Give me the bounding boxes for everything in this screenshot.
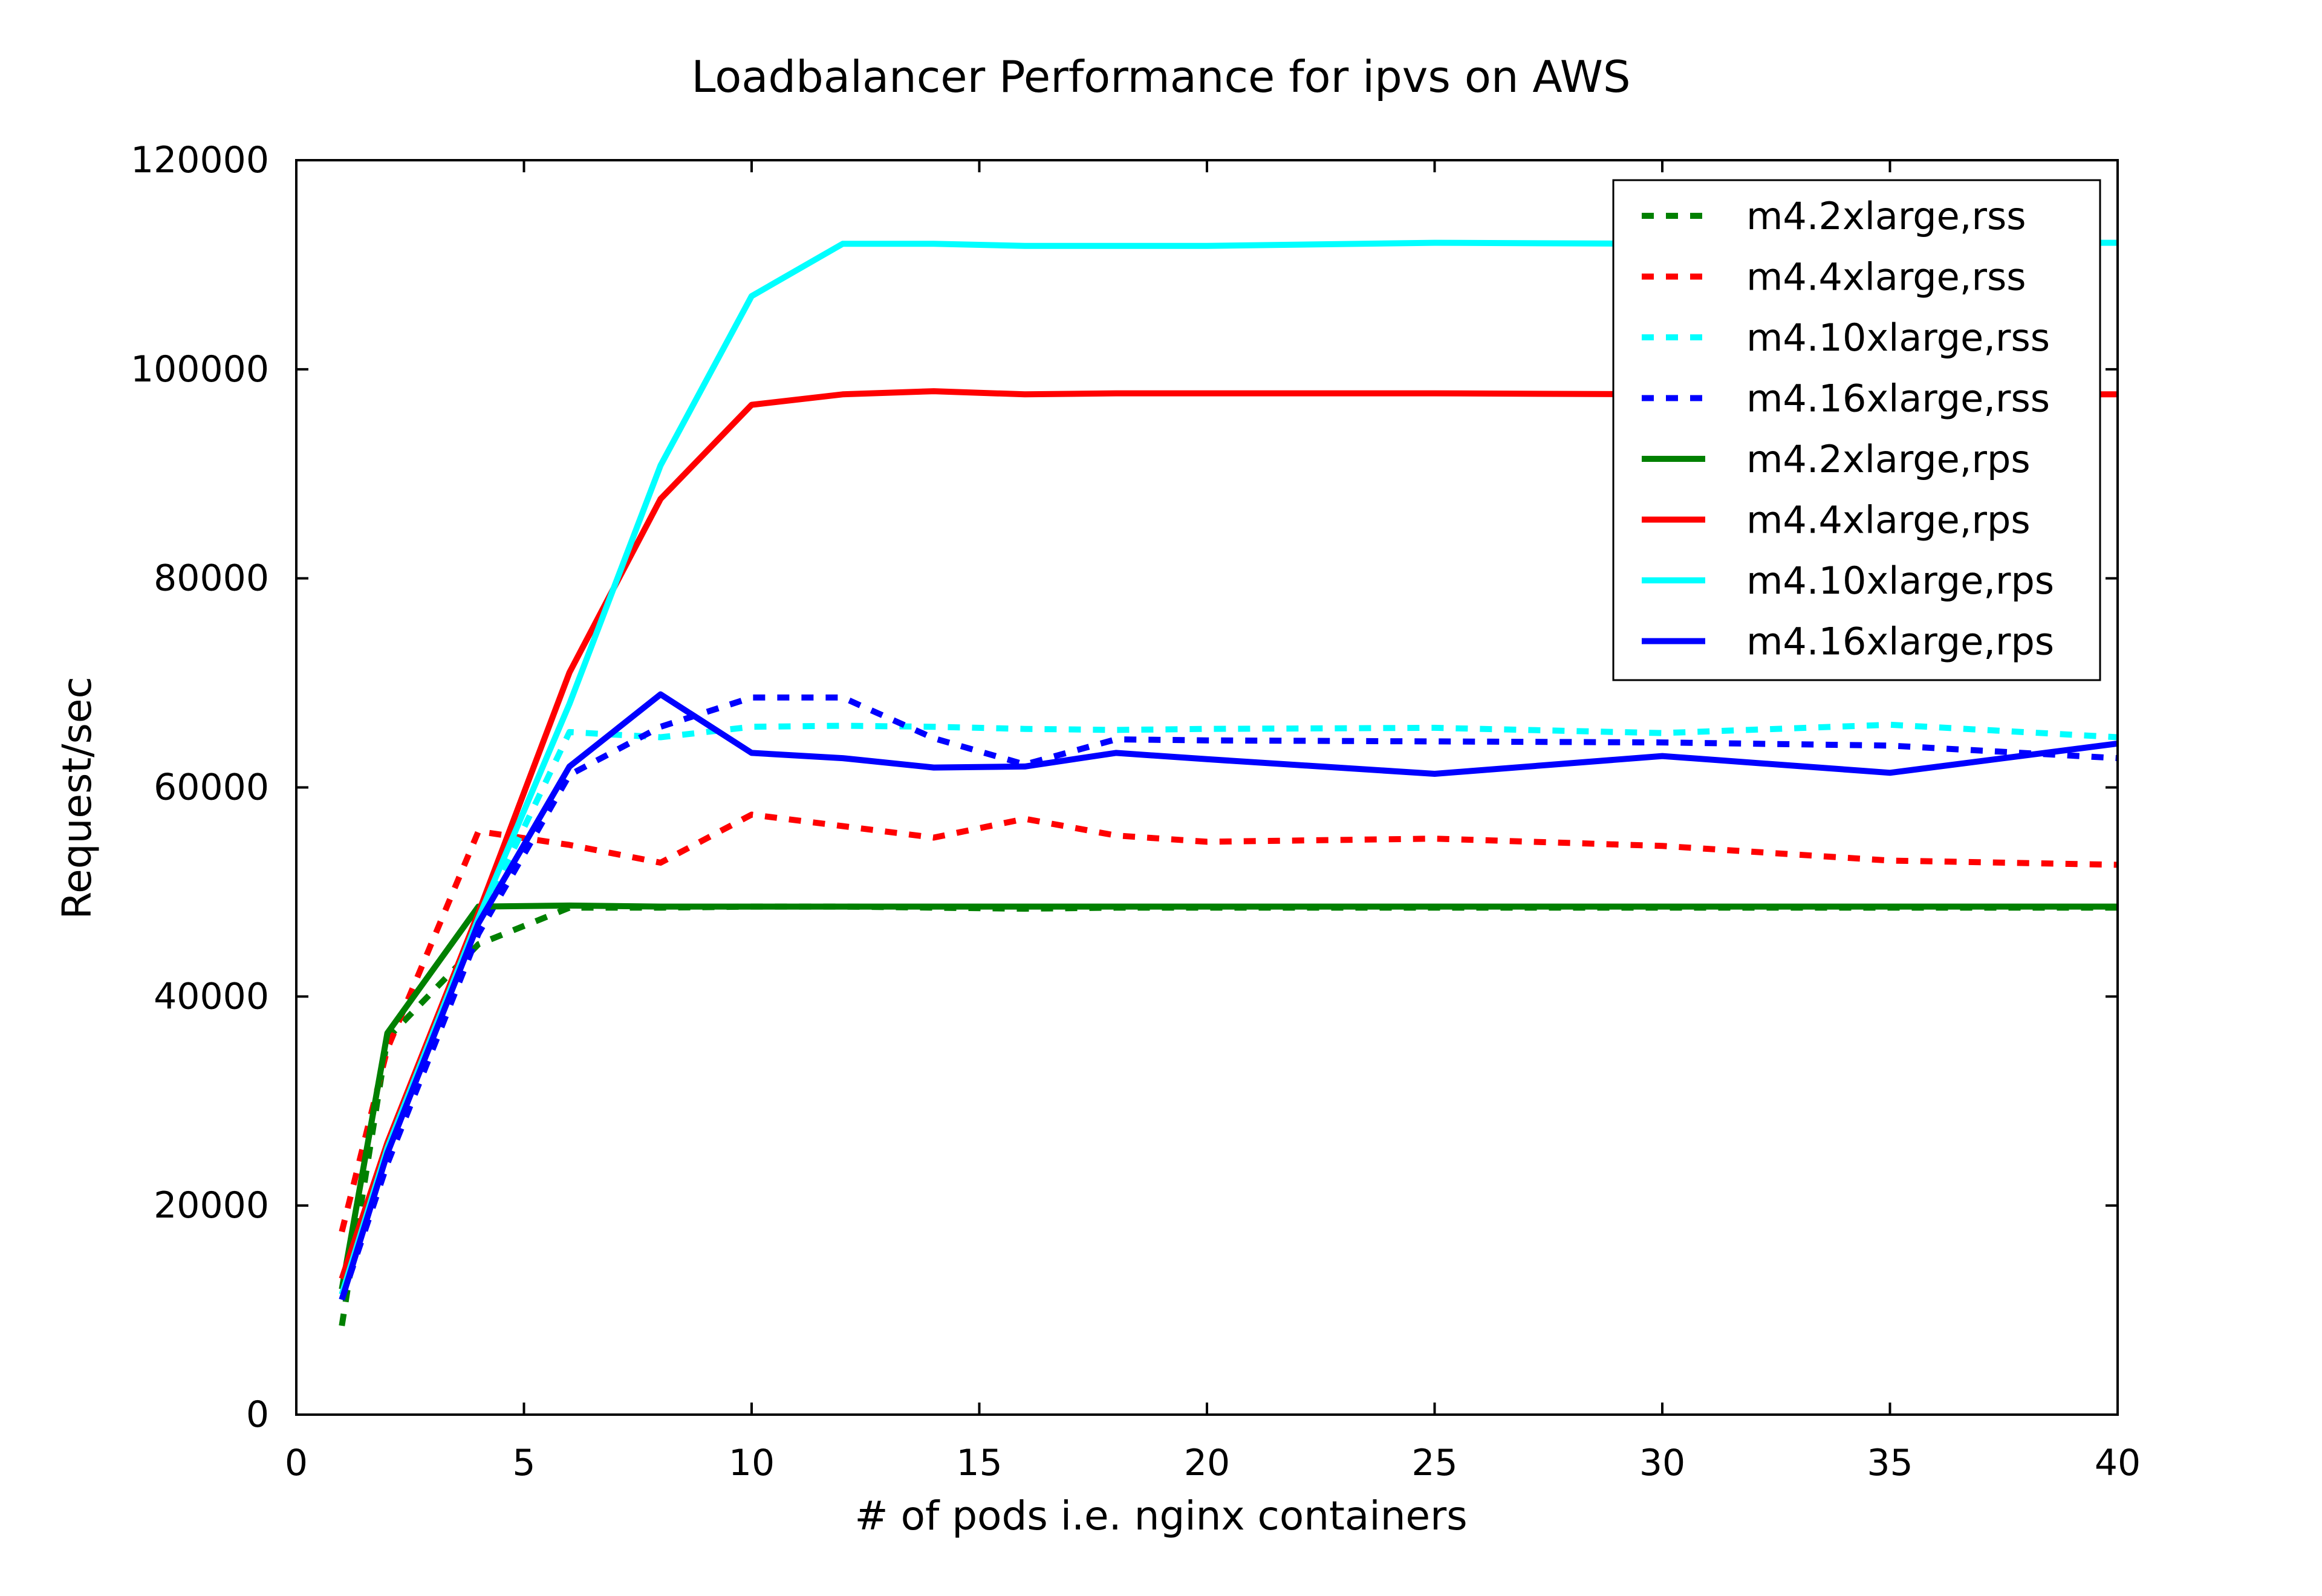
x-tick-label: 30 — [1639, 1442, 1685, 1484]
y-axis-label: Request/sec — [54, 676, 100, 920]
legend-label: m4.2xlarge,rss — [1746, 194, 2026, 238]
legend-label: m4.10xlarge,rss — [1746, 316, 2050, 360]
series-line-5 — [339, 902, 2118, 1290]
legend-label: m4.4xlarge,rps — [1746, 498, 2031, 542]
series-line-2 — [339, 811, 2118, 1233]
legend: m4.2xlarge,rss m4.4xlarge,rss m4.10xlarge,… — [1612, 179, 2101, 681]
legend-label: m4.16xlarge,rps — [1746, 620, 2054, 664]
x-axis-label: # of pods i.e. nginx containers — [854, 1493, 1467, 1539]
x-tick-label: 20 — [1184, 1442, 1230, 1484]
x-tick-label: 0 — [285, 1442, 308, 1484]
y-tick-label: 120000 — [131, 139, 269, 181]
series-line-1 — [339, 903, 2118, 1326]
y-tick-label: 40000 — [154, 975, 269, 1017]
series-line-7 — [339, 239, 2118, 1296]
x-tick-label: 15 — [956, 1442, 1002, 1484]
axis-ticks: 0 5 10 15 20 25 30 35 40 0 20000 40000 60000 80000 100… — [131, 139, 2141, 1484]
y-tick-label: 20000 — [154, 1184, 269, 1227]
plot-frame — [295, 159, 2119, 1416]
x-tick-label: 25 — [1411, 1442, 1457, 1484]
series-line-6 — [339, 388, 2118, 1280]
x-tick-label: 40 — [2095, 1442, 2141, 1484]
series-line-3 — [339, 721, 2118, 1301]
y-tick-label: 100000 — [131, 348, 269, 391]
legend-label: m4.4xlarge,rss — [1746, 255, 2026, 299]
x-tick-label: 10 — [729, 1442, 775, 1484]
legend-label: m4.16xlarge,rss — [1746, 377, 2050, 421]
legend-label: m4.2xlarge,rps — [1746, 437, 2031, 481]
x-tick-label: 35 — [1867, 1442, 1913, 1484]
series-lines — [339, 239, 2118, 1326]
y-tick-label: 0 — [246, 1393, 269, 1436]
y-tick-label: 80000 — [154, 557, 269, 600]
y-tick-label: 60000 — [154, 767, 269, 809]
series-line-4 — [339, 694, 2118, 1301]
legend-label: m4.10xlarge,rps — [1746, 559, 2054, 603]
series-line-8 — [339, 691, 2118, 1301]
x-tick-label: 5 — [512, 1442, 535, 1484]
chart-title: Loadbalancer Performance for ipvs on AWS — [691, 51, 1630, 102]
legend-box — [1612, 179, 2101, 681]
